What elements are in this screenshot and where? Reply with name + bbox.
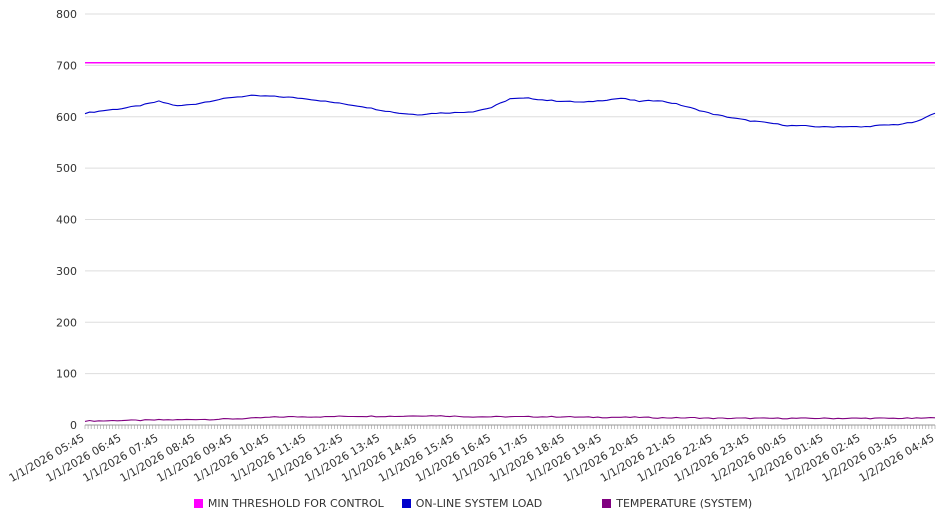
series-line-on-line-system-load <box>84 94 936 128</box>
x-axis-labels: 1/1/2026 05:451/1/2026 06:451/1/2026 07:… <box>7 431 937 485</box>
series-line-temperature-system <box>84 415 936 422</box>
legend-swatch-min-threshold-for-control <box>193 499 203 508</box>
x-axis-ticks <box>84 425 936 429</box>
chart-legend: MIN THRESHOLD FOR CONTROL ON-LINE SYSTEM … <box>0 497 946 510</box>
legend-swatch-temperature-system <box>602 499 612 508</box>
y-tick-label: 200 <box>56 316 77 329</box>
legend-label: ON-LINE SYSTEM LOAD <box>415 497 543 510</box>
chart-plot-area: 0 100 200 300 400 500 600 700 800 1/1/2026 05:451… <box>7 8 937 485</box>
legend-item-temperature-system: TEMPERATURE (SYSTEM) <box>602 497 752 510</box>
legend-label: TEMPERATURE (SYSTEM) <box>616 497 753 510</box>
legend-label: MIN THRESHOLD FOR CONTROL <box>207 497 384 510</box>
y-tick-label: 500 <box>56 162 77 175</box>
y-tick-label: 400 <box>56 214 77 227</box>
legend-item-on-line-system-load: ON-LINE SYSTEM LOAD <box>401 497 543 510</box>
y-grid: 0 100 200 300 400 500 600 700 800 <box>56 8 935 432</box>
legend-item-min-threshold-for-control: MIN THRESHOLD FOR CONTROL <box>193 497 384 510</box>
y-tick-label: 300 <box>56 265 77 278</box>
y-tick-label: 600 <box>56 111 77 124</box>
legend-swatch-on-line-system-load <box>401 499 411 508</box>
y-tick-label: 0 <box>70 419 77 432</box>
y-tick-label: 700 <box>56 59 77 72</box>
y-tick-label: 800 <box>56 8 77 21</box>
y-tick-label: 100 <box>56 368 77 381</box>
